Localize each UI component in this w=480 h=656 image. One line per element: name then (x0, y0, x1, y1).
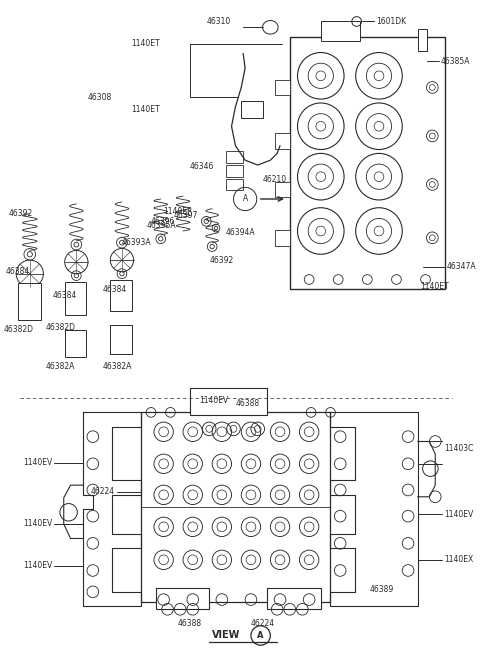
Bar (226, 178, 243, 190)
Bar (110, 279, 132, 310)
Bar (275, 133, 290, 148)
Bar (226, 165, 243, 176)
Bar (65, 330, 86, 357)
Bar (241, 101, 263, 119)
Bar (190, 388, 267, 415)
Bar (226, 152, 243, 163)
Text: 46224: 46224 (251, 619, 275, 628)
Bar (290, 37, 445, 289)
Text: 46397: 46397 (173, 211, 198, 220)
Bar (65, 283, 86, 316)
Text: 46384: 46384 (103, 285, 127, 294)
Bar (275, 79, 290, 95)
Text: 1140EV: 1140EV (23, 459, 52, 467)
Text: 1601DK: 1601DK (376, 17, 406, 26)
Text: 46382D: 46382D (45, 323, 75, 331)
Polygon shape (83, 413, 141, 606)
Text: 1140EV: 1140EV (23, 520, 52, 529)
Text: 46308: 46308 (88, 92, 112, 102)
Text: 1140ET: 1140ET (420, 282, 448, 291)
Text: A: A (257, 631, 264, 640)
Text: 46382D: 46382D (4, 325, 34, 335)
Bar (18, 283, 41, 320)
Bar (418, 30, 428, 51)
Text: 46396: 46396 (151, 216, 175, 226)
Text: 1140EV: 1140EV (200, 396, 228, 405)
Text: 46393A: 46393A (122, 238, 152, 247)
Text: 1140EV: 1140EV (444, 510, 473, 519)
Text: 1140ET: 1140ET (132, 39, 160, 49)
Text: 1140ER: 1140ER (164, 207, 193, 216)
Text: 46385A: 46385A (441, 57, 470, 66)
Text: 1140ET: 1140ET (132, 105, 160, 114)
Text: 1140EX: 1140EX (444, 556, 473, 564)
Text: 46388: 46388 (178, 619, 202, 628)
Text: 46346: 46346 (190, 163, 214, 171)
Text: 46384: 46384 (6, 267, 30, 276)
Text: 46388: 46388 (235, 399, 260, 408)
Bar (156, 588, 209, 609)
Text: 11403C: 11403C (444, 443, 473, 453)
Text: 46310: 46310 (207, 17, 231, 26)
Bar (141, 413, 331, 602)
Bar (321, 22, 360, 41)
Bar (267, 588, 321, 609)
Bar (275, 230, 290, 245)
Text: 46389: 46389 (369, 585, 394, 594)
Text: A: A (242, 194, 248, 203)
Text: 46210: 46210 (263, 175, 287, 184)
Text: 46392: 46392 (9, 209, 33, 218)
Text: 46382A: 46382A (45, 362, 75, 371)
Text: 46395A: 46395A (146, 220, 176, 230)
Text: 46392: 46392 (209, 256, 233, 264)
Bar (275, 182, 290, 197)
Bar (110, 325, 132, 354)
Text: 46394A: 46394A (226, 228, 255, 237)
Text: 46224: 46224 (91, 487, 115, 497)
Text: 46382A: 46382A (103, 362, 132, 371)
Text: 1140EV: 1140EV (23, 561, 52, 570)
Text: 46384: 46384 (53, 291, 77, 300)
Polygon shape (331, 413, 418, 606)
Text: 46347A: 46347A (447, 262, 477, 272)
Text: VIEW: VIEW (212, 630, 240, 640)
